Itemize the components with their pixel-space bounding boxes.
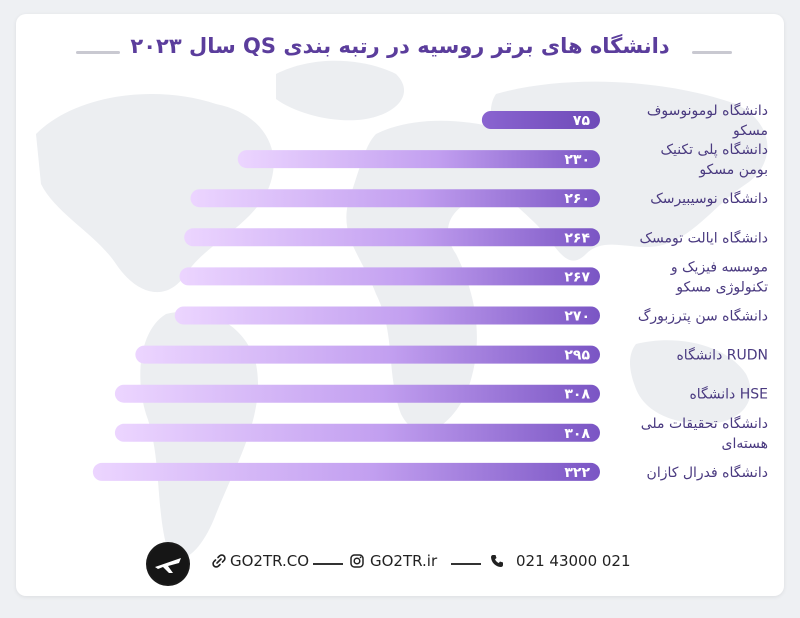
- bar-value-label: ۲۶۰: [564, 191, 590, 207]
- bar-value-label: ۳۲۲: [564, 465, 590, 481]
- phone-number[interactable]: 021 43000 021: [516, 552, 631, 570]
- category-label: HSE دانشگاه: [689, 386, 768, 403]
- instagram-icon: [350, 554, 364, 568]
- bar: [114, 423, 601, 442]
- bar: [237, 150, 600, 169]
- category-label: بومن مسکو: [698, 162, 768, 178]
- go2tr-logo: [146, 542, 190, 586]
- bar: [481, 111, 600, 129]
- category-label: دانشگاه پلی تکنیک: [660, 141, 768, 158]
- bar: [174, 306, 600, 325]
- category-label: هسته‌ای: [722, 436, 768, 452]
- footer: GO2TR.CO GO2TR.ir 021 43000 021: [16, 542, 784, 586]
- bar-value-label: ۲۹۵: [564, 348, 590, 364]
- category-label: دانشگاه ایالت تومسک: [640, 229, 768, 246]
- title-decor-line-right: [692, 51, 732, 54]
- category-label: مسکو: [732, 123, 768, 139]
- bar-chart: ۷۵ دانشگاه لومونوسوف مسکو ۲۳۰ دانشگاه پلی تک…: [92, 102, 768, 481]
- category-label: دانشگاه سن پترزبورگ: [638, 307, 768, 325]
- infographic-card: دانشگاه های برتر روسیه در رتبه بندی QS س…: [16, 14, 784, 596]
- bar: [114, 384, 601, 403]
- bar: [190, 189, 600, 208]
- category-label: دانشگاه نوسیبیرسک: [650, 190, 768, 207]
- bar: [135, 345, 600, 364]
- category-label: موسسه فیزیک و: [670, 259, 768, 275]
- category-label: تکنولوژی مسکو: [675, 279, 768, 295]
- footer-divider: [313, 563, 343, 565]
- category-label: دانشگاه فدرال کازان: [647, 464, 768, 481]
- chart-title: دانشگاه های برتر روسیه در رتبه بندی QS س…: [130, 34, 670, 58]
- bar-value-label: ۲۶۷: [564, 269, 590, 285]
- website-text[interactable]: GO2TR.CO: [230, 552, 310, 570]
- category-label: RUDN دانشگاه: [676, 347, 768, 364]
- bar: [179, 267, 600, 286]
- footer-divider: [451, 563, 481, 565]
- bar-value-label: ۲۷۰: [564, 309, 590, 325]
- bar: [184, 228, 600, 247]
- title-decor-line-left: [76, 51, 120, 54]
- bar-value-label: ۲۳۰: [564, 152, 590, 168]
- chart-title-block: دانشگاه های برتر روسیه در رتبه بندی QS س…: [16, 34, 784, 74]
- bar-value-label: ۷۵: [573, 113, 591, 129]
- category-label: دانشگاه لومونوسوف: [647, 102, 768, 119]
- bar: [92, 462, 600, 481]
- bar-value-label: ۳۰۸: [564, 426, 590, 442]
- bar-value-label: ۲۶۴: [564, 230, 590, 246]
- instagram-handle[interactable]: GO2TR.ir: [370, 552, 438, 570]
- link-icon: [212, 554, 226, 568]
- phone-icon: [491, 555, 503, 567]
- category-label: دانشگاه تحقیقات ملی: [641, 415, 768, 432]
- bar-value-label: ۳۰۸: [564, 387, 590, 403]
